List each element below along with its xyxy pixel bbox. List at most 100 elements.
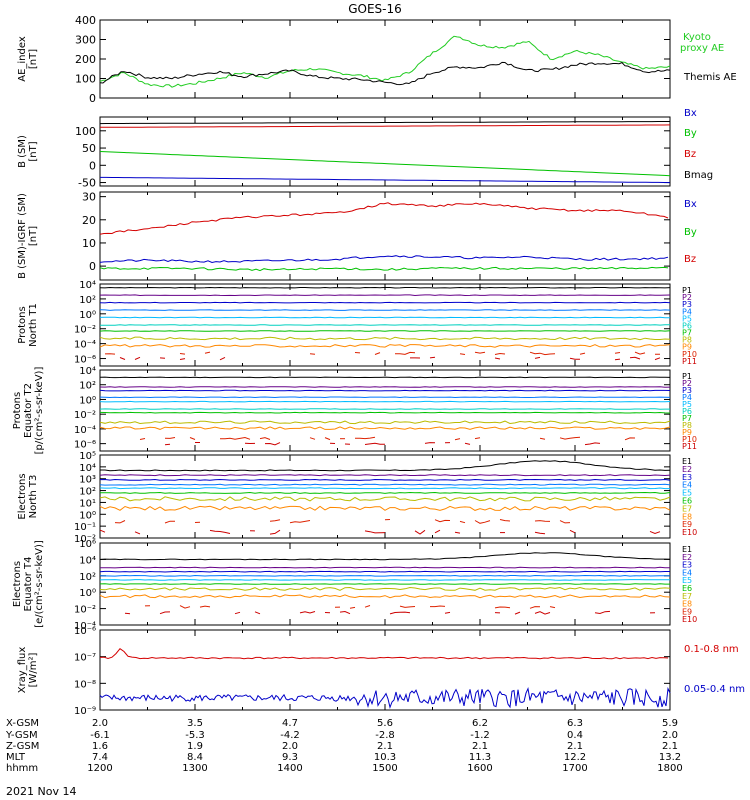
plot-title: GOES-16 <box>348 2 402 16</box>
x-axis-row-label: X-GSM <box>6 718 39 729</box>
series-line-bmag <box>99 121 670 125</box>
x-axis-value: 1.9 <box>187 741 203 752</box>
x-axis-value: 0.4 <box>567 730 583 741</box>
x-axis-value: -2.8 <box>375 730 395 741</box>
legend-xray-short: 0.05-0.4 nm <box>684 684 745 695</box>
x-axis-value: -6.1 <box>90 730 110 741</box>
channel-line-e9 <box>164 520 175 524</box>
x-axis-row-label: MLT <box>6 752 26 763</box>
x-axis-value: 2.1 <box>662 741 678 752</box>
channel-line-p4 <box>99 396 671 399</box>
channel-line-e10 <box>444 611 451 614</box>
channel-line-p11 <box>464 442 471 445</box>
channel-line-e10 <box>269 529 281 535</box>
panel-frame <box>99 454 671 539</box>
legend-kyoto-line2: proxy AE <box>680 43 724 54</box>
channel-line-p11 <box>424 442 436 444</box>
legend-e8: E8 <box>682 512 692 521</box>
channel-line-e9 <box>529 606 541 609</box>
y-tick-label: 10⁻² <box>74 605 96 616</box>
x-axis-value: 2.1 <box>567 741 583 752</box>
y-tick-label: 10⁵ <box>79 451 96 462</box>
legend-bx: Bx <box>684 199 697 210</box>
y-tick-label: 10⁻⁴ <box>74 621 96 632</box>
channel-line-e9 <box>289 520 311 524</box>
channel-line-p10 <box>454 438 461 441</box>
panel-2: B (SM) [nT] -50 0 50 100 Bx By Bz Bmag <box>17 108 713 190</box>
x-axis-value: 13.2 <box>659 752 681 763</box>
channel-line-e6 <box>100 491 671 494</box>
channel-line-e9 <box>399 605 416 608</box>
channel-line-p10 <box>539 437 546 440</box>
channel-line-e8 <box>99 594 671 599</box>
x-axis-value: 10.3 <box>374 752 396 763</box>
legend-by: By <box>684 227 697 238</box>
channel-line-p10 <box>164 437 176 439</box>
x-axis-value: 1200 <box>87 763 112 774</box>
channel-line-e10 <box>454 531 461 534</box>
x-axis-value: 2.1 <box>377 741 393 752</box>
panel-4: Protons North T1 10⁻⁶ 10⁻⁴ 10⁻² 10⁰ 10² 10⁴ P1P2… <box>17 280 697 367</box>
y-tick-label: 10³ <box>79 475 96 486</box>
y-tick-label: 20 <box>82 214 96 227</box>
legend-e1: E1 <box>682 545 692 554</box>
channel-line-p10 <box>529 351 556 356</box>
legend-p10: P10 <box>682 435 697 444</box>
y-tick-label: 10⁻² <box>74 325 96 336</box>
channel-line-e9 <box>499 519 511 522</box>
y-tick-label: 10⁰ <box>79 310 96 321</box>
channel-line-p7 <box>99 411 671 414</box>
legend-e6: E6 <box>682 497 692 506</box>
channel-line-e5 <box>99 579 670 581</box>
legend-p9: P9 <box>682 428 692 437</box>
series-line-kyoto-ae <box>99 35 671 88</box>
legend-e2: E2 <box>682 465 692 474</box>
channel-line-e2 <box>99 566 671 569</box>
legend-e10: E10 <box>682 615 697 624</box>
y-axis-label: [e/(cm²-s-sr-keV)] <box>34 540 45 628</box>
legend-e9: E9 <box>682 520 692 529</box>
y-tick-label: 10² <box>79 295 96 306</box>
legend-p1: P1 <box>682 286 692 295</box>
channel-line-p9 <box>99 426 671 430</box>
legend-xray-long: 0.1-0.8 nm <box>684 644 739 655</box>
channel-line-p10 <box>459 353 466 355</box>
channel-line-p10 <box>324 437 331 441</box>
panel-frame <box>99 191 671 281</box>
legend-by: By <box>684 128 697 139</box>
panel-7: Electrons Equator T4 [e/(cm²-s-sr-keV)] 10⁻… <box>12 539 697 632</box>
x-axis-value: 1400 <box>277 763 302 774</box>
y-tick-label: -50 <box>78 177 96 190</box>
y-tick-label: 0 <box>89 260 96 273</box>
channel-line-e4 <box>99 574 671 577</box>
channel-line-p5 <box>99 400 671 403</box>
x-axis-value: 8.4 <box>187 752 203 763</box>
y-axis-label: Equator T2 <box>23 383 34 438</box>
x-axis-value: 1.6 <box>92 741 108 752</box>
y-tick-label: 10⁻¹ <box>74 522 96 533</box>
y-tick-label: 10¹ <box>79 498 96 509</box>
legend-p4: P4 <box>682 307 692 316</box>
x-axis-value: 1700 <box>562 763 587 774</box>
legend-p7: P7 <box>682 329 692 338</box>
channel-line-e8 <box>99 505 671 511</box>
y-tick-label: 400 <box>75 14 96 27</box>
x-axis-value: 6.2 <box>472 718 488 729</box>
channel-line-p5 <box>99 316 671 319</box>
channel-line-e9 <box>269 519 281 522</box>
x-axis-value: 1800 <box>657 763 682 774</box>
legend-e2: E2 <box>682 553 692 562</box>
channel-line-e9 <box>179 605 191 609</box>
y-axis-label: Equator T4 <box>23 557 34 612</box>
y-tick-label: 10⁻⁴ <box>74 425 96 436</box>
y-tick-label: 10⁰ <box>79 395 96 406</box>
legend-p3: P3 <box>682 386 692 395</box>
y-axis-label: B (SM) <box>17 135 28 168</box>
channel-line-p11 <box>119 357 126 360</box>
legend-bmag: Bmag <box>684 170 713 181</box>
channel-line-p11 <box>494 357 501 360</box>
legend-p7: P7 <box>682 414 692 423</box>
y-axis-label: [nT] <box>28 226 39 246</box>
